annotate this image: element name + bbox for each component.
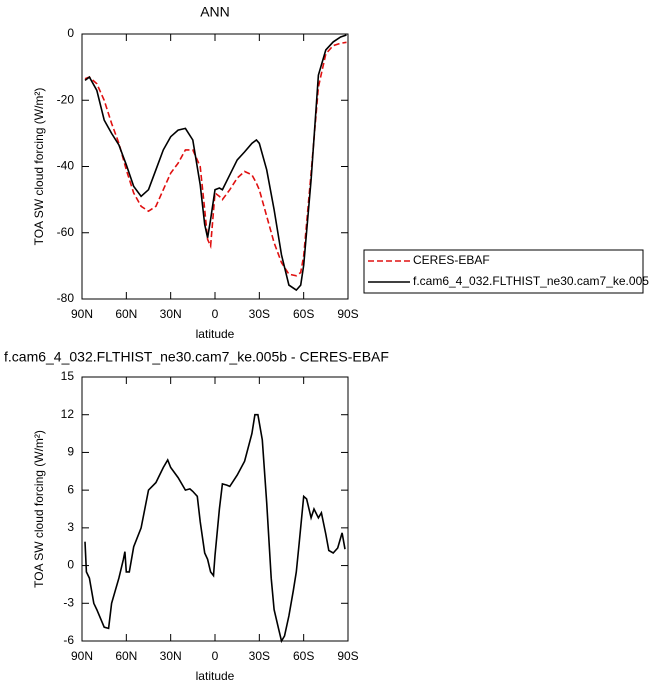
y-axis-label: TOA SW cloud forcing (W/m²) [32, 88, 46, 246]
y-tick-label: -40 [57, 159, 75, 173]
x-tick-label: 0 [212, 307, 219, 321]
y-tick-label: 0 [67, 26, 74, 40]
legend-box [363, 249, 644, 294]
data-line [84, 41, 347, 277]
x-tick-label: 30S [249, 649, 270, 663]
x-tick-label: 90N [71, 649, 93, 663]
x-tick-label: 30S [249, 307, 270, 321]
y-tick-label: 0 [67, 558, 74, 572]
x-axis-label: latitude [196, 669, 235, 683]
x-tick-label: 0 [212, 649, 219, 663]
x-tick-label: 90S [337, 649, 358, 663]
x-tick-label: 90S [337, 307, 358, 321]
chart-title: ANN [200, 4, 230, 20]
y-tick-label: -60 [57, 225, 75, 239]
y-tick-label: -20 [57, 92, 75, 106]
y-tick-label: 12 [61, 407, 75, 421]
x-tick-label: 60S [293, 307, 314, 321]
chart-title: f.cam6_4_032.FLTHIST_ne30.cam7_ke.005b -… [4, 349, 389, 365]
plot-frame [81, 376, 349, 642]
y-tick-label: -80 [57, 291, 75, 305]
x-axis-label: latitude [196, 327, 235, 341]
y-tick-label: 15 [61, 369, 75, 383]
data-line [84, 413, 346, 644]
x-tick-label: 60N [115, 307, 137, 321]
data-line [84, 34, 347, 292]
y-tick-label: -3 [63, 595, 74, 609]
plot-frame [81, 33, 349, 300]
y-tick-label: -6 [63, 633, 74, 647]
y-tick-label: 6 [67, 482, 74, 496]
x-tick-label: 30N [160, 307, 182, 321]
y-axis-label: TOA SW cloud forcing (W/m²) [32, 430, 46, 588]
y-tick-label: 3 [67, 520, 74, 534]
x-tick-label: 90N [71, 307, 93, 321]
x-tick-label: 30N [160, 649, 182, 663]
x-tick-label: 60N [115, 649, 137, 663]
legend-label: CERES-EBAF [413, 253, 490, 267]
x-tick-label: 60S [293, 649, 314, 663]
legend-label: f.cam6_4_032.FLTHIST_ne30.cam7_ke.005b [413, 274, 649, 288]
y-tick-label: 9 [67, 445, 74, 459]
